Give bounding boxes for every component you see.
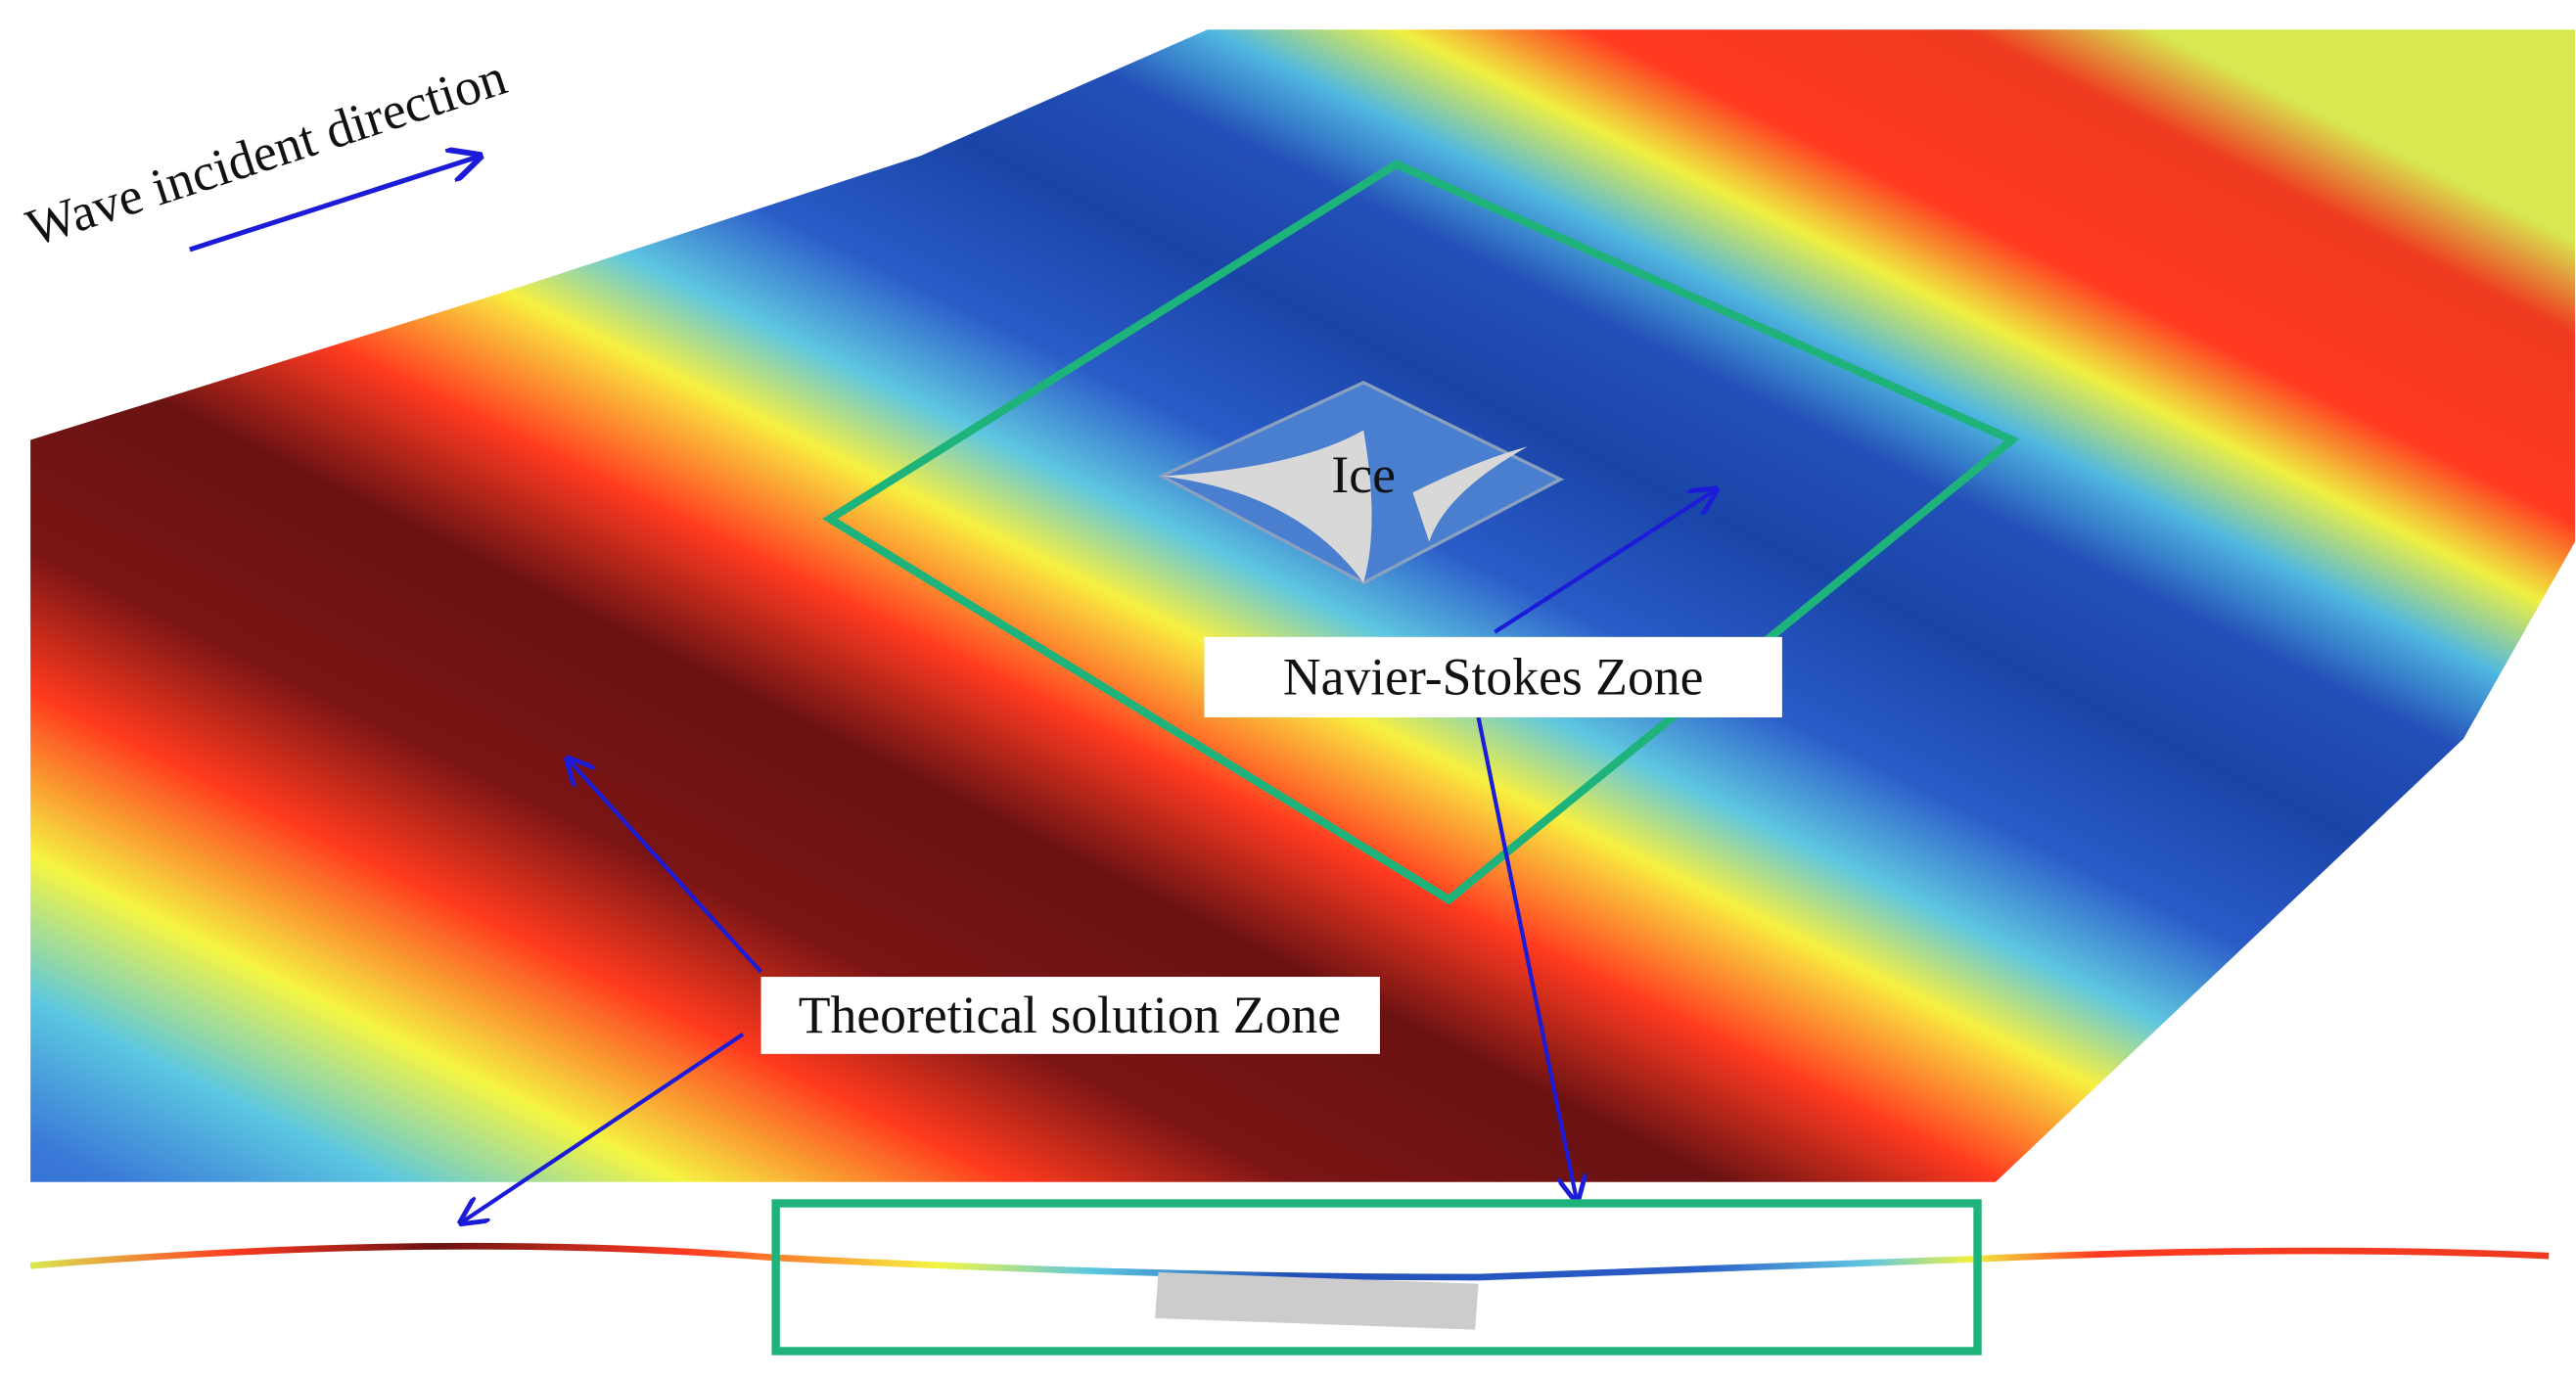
ns-zone-section bbox=[771, 1199, 1982, 1356]
ns-label-box bbox=[1204, 636, 1782, 718]
wave-surface bbox=[30, 29, 2576, 1182]
theory-arrow bbox=[568, 758, 763, 974]
ice-section bbox=[1155, 1271, 1479, 1330]
ns-arrow bbox=[1494, 489, 1716, 634]
ice-highlight bbox=[1161, 430, 1528, 583]
ns-zone-outline bbox=[822, 159, 2020, 905]
ns-arrow bbox=[1476, 716, 1578, 1202]
theory-label: Theoretical solution Zone bbox=[799, 986, 1341, 1044]
wave-arrow bbox=[189, 156, 481, 253]
ns-label: Navier-Stokes Zone bbox=[1283, 648, 1704, 707]
wave-profile bbox=[29, 1242, 2550, 1281]
theory-arrow bbox=[461, 1033, 745, 1223]
ice-label: Ice bbox=[1331, 445, 1396, 504]
theory-label-box bbox=[760, 977, 1380, 1054]
